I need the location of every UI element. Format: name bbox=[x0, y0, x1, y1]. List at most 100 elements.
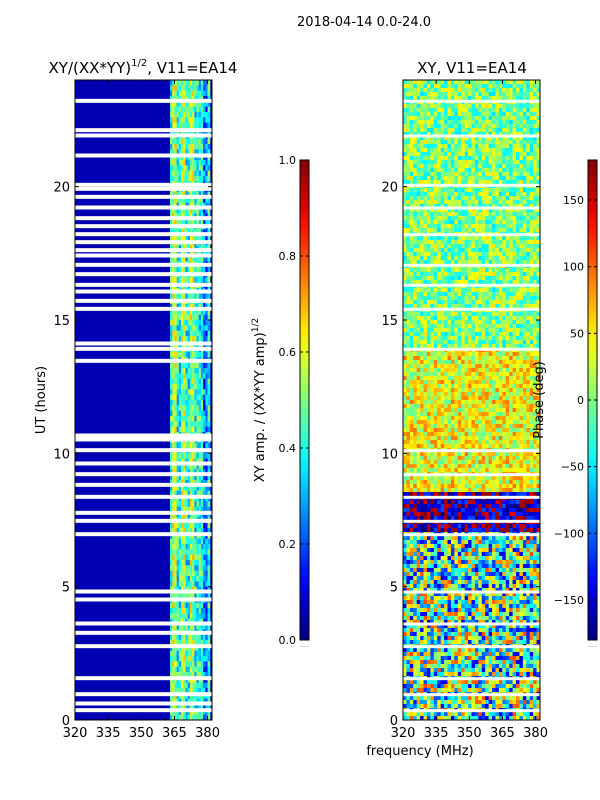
colorbar-tick-label: 0.4 bbox=[279, 442, 297, 455]
data-gap bbox=[403, 473, 540, 477]
data-gap bbox=[403, 590, 540, 594]
data-gap bbox=[75, 510, 212, 515]
colorbar-tick-label: 0.0 bbox=[279, 634, 297, 647]
data-gap bbox=[403, 134, 540, 138]
data-gap bbox=[403, 99, 540, 103]
x-tick-label: 335 bbox=[96, 726, 121, 741]
colorbar-tick-label: 0.8 bbox=[279, 250, 297, 263]
data-gap bbox=[403, 283, 540, 287]
phase-colorbar: −150 −100 −50 0 50 100 150 Phase (deg) ...... bbox=[532, 159, 598, 649]
data-gap bbox=[75, 341, 212, 346]
data-gap bbox=[75, 358, 212, 363]
data-gap bbox=[75, 253, 212, 258]
y-tick-label: 5 bbox=[390, 581, 398, 596]
colorbar-gradient bbox=[300, 160, 309, 640]
data-gap bbox=[403, 677, 540, 681]
data-gap bbox=[75, 532, 212, 537]
y-tick-label: 15 bbox=[53, 314, 70, 329]
data-gap bbox=[403, 449, 540, 453]
data-gap bbox=[75, 518, 212, 523]
colorbar-tick-label: 0 bbox=[577, 394, 584, 407]
data-gap bbox=[75, 494, 212, 499]
data-gap bbox=[75, 224, 212, 229]
data-gap bbox=[75, 448, 212, 453]
colorbar-tick-label: 1.0 bbox=[279, 154, 297, 167]
x-tick-label: 380 bbox=[195, 726, 220, 741]
colorbar-tick-label: 0.2 bbox=[279, 538, 297, 551]
y-tick-label: 10 bbox=[53, 447, 70, 462]
amplitude-colorbar-frame bbox=[299, 159, 310, 641]
data-gap bbox=[75, 194, 212, 199]
data-gap bbox=[403, 183, 540, 187]
x-tick-label: 365 bbox=[162, 726, 187, 741]
figure-suptitle: 2018-04-14 0.0-24.0 bbox=[297, 15, 431, 30]
data-gap bbox=[403, 206, 540, 210]
data-gap bbox=[75, 701, 212, 706]
data-gap bbox=[403, 693, 540, 697]
y-tick-label: 5 bbox=[62, 581, 70, 596]
data-gap bbox=[75, 589, 212, 594]
colorbar-tick-label: 100 bbox=[563, 261, 584, 274]
x-tick-label: 320 bbox=[63, 726, 88, 741]
data-gap bbox=[403, 233, 540, 237]
data-gap bbox=[75, 133, 212, 138]
data-gap bbox=[75, 482, 212, 487]
data-gap bbox=[403, 347, 540, 351]
data-gap bbox=[403, 495, 540, 499]
data-gap bbox=[75, 692, 212, 697]
colorbar-tick-label: 50 bbox=[570, 327, 584, 340]
data-gap bbox=[75, 630, 212, 635]
data-gap bbox=[403, 307, 540, 311]
data-gap bbox=[75, 298, 212, 303]
amplitude-plot-frame bbox=[74, 79, 213, 721]
data-gap bbox=[403, 533, 540, 537]
colorbar-tick-label: −100 bbox=[554, 527, 584, 540]
x-tick-label: 350 bbox=[129, 726, 154, 741]
data-gap bbox=[75, 461, 212, 466]
data-gap bbox=[75, 232, 212, 237]
data-gap bbox=[75, 262, 212, 267]
data-gap bbox=[403, 622, 540, 626]
data-gap bbox=[75, 644, 212, 649]
amplitude-colorbar-label: XY amp. / (XX*YY amp)1/2 bbox=[251, 318, 268, 482]
frequency-x-axis-label: frequency (MHz) bbox=[366, 744, 473, 759]
colorbar-gradient bbox=[588, 160, 597, 640]
amplitude-panel-title: XY/(XX*YY)1/2, V11=EA14 bbox=[49, 58, 238, 77]
phase-plot-frame bbox=[402, 79, 541, 721]
data-gap bbox=[75, 346, 212, 351]
data-gap bbox=[75, 621, 212, 626]
data-gap bbox=[75, 153, 212, 158]
amplitude-colorbar: 0.0 0.2 0.4 0.6 0.8 1.0 XY amp. / (XX*YY amp)… bbox=[251, 154, 310, 649]
data-gap bbox=[403, 263, 540, 267]
x-tick-label: 350 bbox=[457, 726, 482, 741]
colorbar-tick-label: −50 bbox=[561, 461, 584, 474]
y-tick-label: 0 bbox=[62, 714, 70, 729]
colorbar-tick-label: 150 bbox=[563, 194, 584, 207]
y-tick-label: 20 bbox=[53, 181, 70, 196]
colorbar-tick-label: −150 bbox=[554, 594, 584, 607]
x-tick-label: 380 bbox=[523, 726, 548, 741]
data-gap bbox=[75, 437, 212, 442]
data-gap bbox=[75, 272, 212, 277]
data-gap bbox=[75, 433, 212, 438]
data-gap bbox=[75, 186, 212, 191]
phase-panel: XY, V11=EA14 320 335 350 365 380 0 5 10 15 20 bbox=[381, 59, 548, 741]
data-gap bbox=[75, 216, 212, 221]
x-tick-label: 335 bbox=[424, 726, 449, 741]
x-tick-label: 365 bbox=[490, 726, 515, 741]
amplitude-axis-ticks: 320 335 350 365 380 0 5 10 15 20 bbox=[53, 80, 220, 741]
amplitude-heatmap bbox=[75, 80, 212, 721]
data-gap bbox=[75, 128, 212, 133]
data-gap bbox=[75, 472, 212, 477]
data-gap bbox=[75, 597, 212, 602]
phase-colorbar-bottom-label: ...... bbox=[587, 643, 597, 649]
data-gap bbox=[75, 205, 212, 210]
data-gap bbox=[75, 676, 212, 681]
phase-axis-ticks: 320 335 350 365 380 0 5 10 15 20 bbox=[381, 80, 548, 741]
colorbar-tick-label: 0.6 bbox=[279, 346, 297, 359]
y-tick-label: 20 bbox=[381, 181, 398, 196]
amplitude-colorbar-bottom-label: ...... bbox=[299, 643, 309, 649]
amplitude-ratio-panel: XY/(XX*YY)1/2, V11=EA14 UT (hours) 320 33… bbox=[34, 58, 237, 741]
phase-heatmap bbox=[403, 80, 541, 721]
